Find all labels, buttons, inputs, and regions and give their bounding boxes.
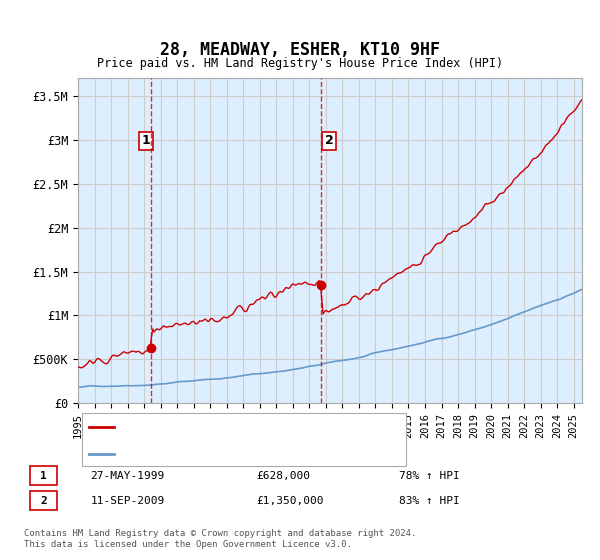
FancyBboxPatch shape [29, 466, 57, 485]
Text: 1: 1 [40, 471, 47, 481]
FancyBboxPatch shape [82, 413, 406, 466]
Text: 27-MAY-1999: 27-MAY-1999 [90, 471, 164, 481]
Text: Price paid vs. HM Land Registry's House Price Index (HPI): Price paid vs. HM Land Registry's House … [97, 57, 503, 70]
Text: HPI: Average price, detached house, Elmbridge: HPI: Average price, detached house, Elmb… [125, 450, 406, 460]
Text: 2: 2 [40, 496, 47, 506]
Text: 1: 1 [142, 134, 150, 147]
Text: 78% ↑ HPI: 78% ↑ HPI [400, 471, 460, 481]
Text: 28, MEADWAY, ESHER, KT10 9HF (detached house): 28, MEADWAY, ESHER, KT10 9HF (detached h… [125, 424, 406, 434]
Text: 28, MEADWAY, ESHER, KT10 9HF: 28, MEADWAY, ESHER, KT10 9HF [160, 41, 440, 59]
Text: £1,350,000: £1,350,000 [256, 496, 323, 506]
Text: £628,000: £628,000 [256, 471, 310, 481]
Text: 83% ↑ HPI: 83% ↑ HPI [400, 496, 460, 506]
Text: 11-SEP-2009: 11-SEP-2009 [90, 496, 164, 506]
Text: 2: 2 [325, 134, 334, 147]
FancyBboxPatch shape [29, 491, 57, 510]
Text: Contains HM Land Registry data © Crown copyright and database right 2024.
This d: Contains HM Land Registry data © Crown c… [24, 529, 416, 549]
